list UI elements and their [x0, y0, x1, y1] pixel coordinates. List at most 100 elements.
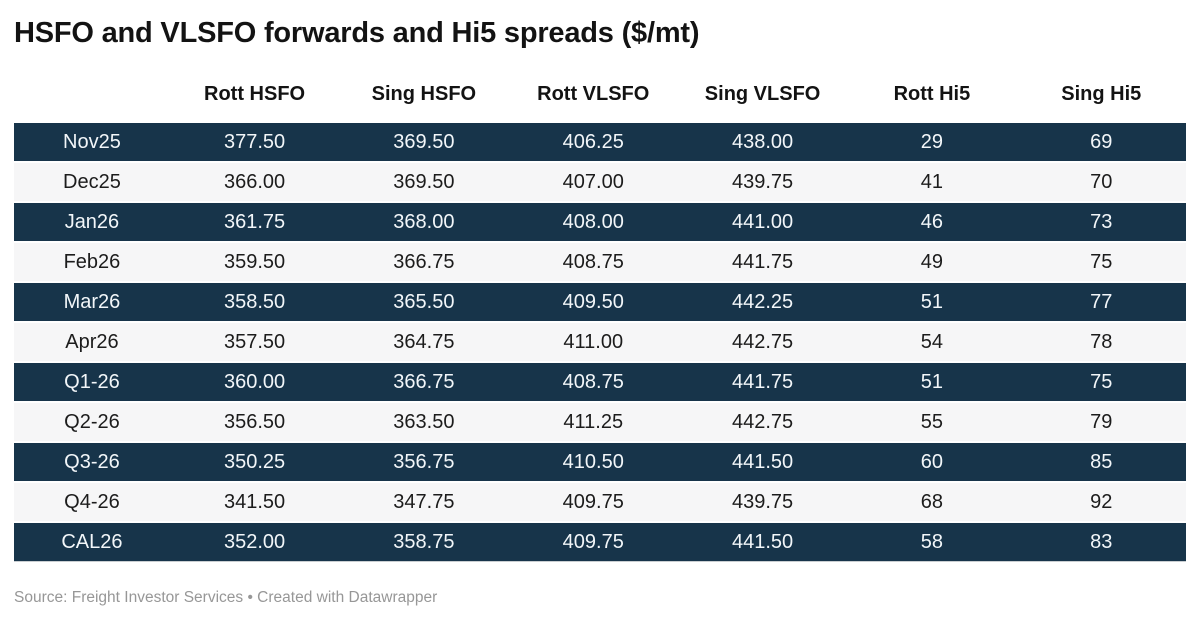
cell-sing-hsfo: 358.75 — [339, 520, 509, 562]
cell-rott-hi5: 51 — [847, 360, 1017, 402]
cell-rott-vlsfo: 410.50 — [508, 440, 678, 482]
col-header-rott-hi5: Rott Hi5 — [893, 82, 971, 105]
row-label: Q1-26 — [14, 360, 170, 402]
cell-rott-hsfo: 377.50 — [169, 120, 340, 162]
cell-rott-vlsfo: 409.75 — [508, 520, 678, 562]
cell-rott-hi5: 29 — [847, 120, 1017, 162]
cell-sing-hsfo: 356.75 — [339, 440, 509, 482]
cell-rott-hsfo: 360.00 — [169, 360, 340, 402]
cell-rott-hsfo: 356.50 — [169, 400, 340, 442]
row-label: Jan26 — [14, 200, 170, 242]
table-row-q3-26: Q3-26 350.25 356.75 410.50 441.50 60 85 — [14, 440, 1186, 482]
cell-sing-vlsfo: 442.75 — [677, 320, 848, 362]
table-row-feb26: Feb26 359.50 366.75 408.75 441.75 49 75 — [14, 240, 1186, 282]
cell-rott-hi5: 51 — [847, 280, 1017, 322]
cell-rott-hi5: 46 — [847, 200, 1017, 242]
cell-sing-vlsfo: 441.75 — [677, 240, 848, 282]
cell-sing-hsfo: 369.50 — [339, 120, 509, 162]
cell-rott-hsfo: 366.00 — [169, 160, 340, 202]
cell-sing-hi5: 70 — [1016, 160, 1186, 202]
row-label: Nov25 — [14, 120, 170, 162]
page-title: HSFO and VLSFO forwards and Hi5 spreads … — [14, 17, 700, 49]
cell-rott-hi5: 68 — [847, 480, 1017, 522]
cell-sing-hi5: 73 — [1016, 200, 1186, 242]
table-row-jan26: Jan26 361.75 368.00 408.00 441.00 46 73 — [14, 200, 1186, 242]
cell-sing-hsfo: 364.75 — [339, 320, 509, 362]
cell-sing-vlsfo: 441.00 — [677, 200, 848, 242]
cell-sing-hsfo: 368.00 — [339, 200, 509, 242]
cell-sing-hsfo: 363.50 — [339, 400, 509, 442]
cell-rott-hsfo: 357.50 — [169, 320, 340, 362]
cell-rott-hsfo: 352.00 — [169, 520, 340, 562]
cell-rott-hi5: 49 — [847, 240, 1017, 282]
cell-sing-hi5: 78 — [1016, 320, 1186, 362]
cell-rott-vlsfo: 411.00 — [508, 320, 678, 362]
cell-sing-hi5: 79 — [1016, 400, 1186, 442]
cell-sing-hi5: 75 — [1016, 240, 1186, 282]
cell-rott-vlsfo: 408.75 — [508, 240, 678, 282]
table-header: Rott HSFO Sing HSFO Rott VLSFO Sing VLSF… — [14, 61, 1186, 122]
cell-rott-hsfo: 359.50 — [169, 240, 340, 282]
cell-sing-hi5: 75 — [1016, 360, 1186, 402]
cell-rott-hi5: 58 — [847, 520, 1017, 562]
cell-rott-vlsfo: 407.00 — [508, 160, 678, 202]
cell-sing-hi5: 83 — [1016, 520, 1186, 562]
table-header-row: Rott HSFO Sing HSFO Rott VLSFO Sing VLSF… — [14, 61, 1186, 122]
cell-rott-vlsfo: 409.75 — [508, 480, 678, 522]
cell-sing-hsfo: 347.75 — [339, 480, 509, 522]
cell-sing-hi5: 92 — [1016, 480, 1186, 522]
cell-sing-hi5: 69 — [1016, 120, 1186, 162]
cell-sing-vlsfo: 439.75 — [677, 480, 848, 522]
cell-sing-vlsfo: 439.75 — [677, 160, 848, 202]
cell-rott-hi5: 54 — [847, 320, 1017, 362]
cell-rott-hi5: 55 — [847, 400, 1017, 442]
source-attribution: Source: Freight Investor Services • Crea… — [14, 588, 438, 606]
table-row-nov25: Nov25 377.50 369.50 406.25 438.00 29 69 — [14, 120, 1186, 162]
col-header-sing-vlsfo: Sing VLSFO — [704, 82, 821, 105]
row-label: Apr26 — [14, 320, 170, 362]
cell-sing-hsfo: 369.50 — [339, 160, 509, 202]
row-label: CAL26 — [14, 520, 170, 562]
table-row-dec25: Dec25 366.00 369.50 407.00 439.75 41 70 — [14, 160, 1186, 202]
cell-sing-vlsfo: 441.75 — [677, 360, 848, 402]
table-row-cal26: CAL26 352.00 358.75 409.75 441.50 58 83 — [14, 520, 1186, 562]
cell-rott-vlsfo: 408.00 — [508, 200, 678, 242]
cell-sing-vlsfo: 441.50 — [677, 440, 848, 482]
row-label: Q3-26 — [14, 440, 170, 482]
cell-sing-vlsfo: 438.00 — [677, 120, 848, 162]
cell-sing-hsfo: 366.75 — [339, 240, 509, 282]
row-label: Q2-26 — [14, 400, 170, 442]
row-label: Mar26 — [14, 280, 170, 322]
cell-rott-hsfo: 361.75 — [169, 200, 340, 242]
table-row-mar26: Mar26 358.50 365.50 409.50 442.25 51 77 — [14, 280, 1186, 322]
cell-sing-hsfo: 366.75 — [339, 360, 509, 402]
row-label: Feb26 — [14, 240, 170, 282]
cell-rott-vlsfo: 406.25 — [508, 120, 678, 162]
col-header-rott-vlsfo: Rott VLSFO — [537, 82, 650, 105]
cell-sing-vlsfo: 441.50 — [677, 520, 848, 562]
table-row-q2-26: Q2-26 356.50 363.50 411.25 442.75 55 79 — [14, 400, 1186, 442]
cell-rott-hi5: 41 — [847, 160, 1017, 202]
col-header-period — [14, 61, 170, 122]
row-label: Q4-26 — [14, 480, 170, 522]
col-header-rott-hsfo: Rott HSFO — [204, 82, 306, 105]
row-label: Dec25 — [14, 160, 170, 202]
cell-rott-hi5: 60 — [847, 440, 1017, 482]
col-header-sing-hsfo: Sing HSFO — [371, 82, 477, 105]
cell-rott-vlsfo: 409.50 — [508, 280, 678, 322]
cell-rott-hsfo: 350.25 — [169, 440, 340, 482]
table-row-q1-26: Q1-26 360.00 366.75 408.75 441.75 51 75 — [14, 360, 1186, 402]
table-row-q4-26: Q4-26 341.50 347.75 409.75 439.75 68 92 — [14, 480, 1186, 522]
datawrapper-table-page: HSFO and VLSFO forwards and Hi5 spreads … — [14, 17, 1186, 606]
cell-rott-vlsfo: 411.25 — [508, 400, 678, 442]
table-row-apr26: Apr26 357.50 364.75 411.00 442.75 54 78 — [14, 320, 1186, 362]
cell-rott-hsfo: 341.50 — [169, 480, 340, 522]
cell-sing-hi5: 85 — [1016, 440, 1186, 482]
cell-sing-hi5: 77 — [1016, 280, 1186, 322]
cell-sing-hsfo: 365.50 — [339, 280, 509, 322]
cell-sing-vlsfo: 442.25 — [677, 280, 848, 322]
cell-rott-vlsfo: 408.75 — [508, 360, 678, 402]
cell-rott-hsfo: 358.50 — [169, 280, 340, 322]
forwards-spreads-table: Rott HSFO Sing HSFO Rott VLSFO Sing VLSF… — [14, 61, 1186, 562]
col-header-sing-hi5: Sing Hi5 — [1061, 82, 1142, 105]
